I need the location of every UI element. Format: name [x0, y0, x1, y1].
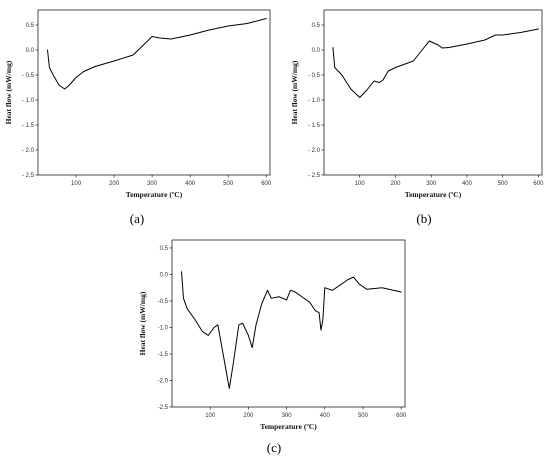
- x-tick-label-a: 300: [147, 181, 158, 187]
- y-axis-label-c: Heat flow (mW/mg): [138, 291, 147, 355]
- y-axis-label-b: Heat flow (mW/mg): [290, 60, 299, 124]
- x-tick-label-c: 500: [358, 413, 369, 419]
- x-tick-label-b: 100: [355, 181, 366, 187]
- x-tick-label-b: 500: [498, 181, 509, 187]
- x-tick-label-b: 400: [462, 181, 473, 187]
- y-tick-label-b: - 1.5: [308, 123, 321, 129]
- y-tick-label-a: - 2.0: [22, 148, 35, 154]
- x-tick-label-a: 400: [185, 181, 196, 187]
- x-tick-label-a: 200: [109, 181, 120, 187]
- panel-label-a: (a): [130, 211, 144, 226]
- y-tick-label-a: - 0.5: [22, 73, 35, 79]
- panel-a: 100 200 300 400 500 600 0.5 0.0 - 0.5 - 1.0 - 1.5 -…: [4, 9, 272, 226]
- y-tick-label-b: - 2.5: [308, 173, 321, 179]
- y-tick-label-b: 0.0: [312, 48, 321, 54]
- y-tick-label-a: 0.0: [26, 48, 35, 54]
- plot-frame-c: [171, 239, 406, 408]
- panel-label-c: (c): [267, 440, 281, 455]
- y-tick-label-a: - 2.5: [22, 173, 35, 179]
- x-tick-label-b: 300: [426, 181, 437, 187]
- x-tick-label-c: 200: [243, 413, 254, 419]
- y-tick-label-c: 0.5: [160, 246, 169, 252]
- x-tick-label-c: 100: [205, 413, 216, 419]
- x-tick-label-a: 500: [223, 181, 234, 187]
- x-tick-label-a: 600: [261, 181, 272, 187]
- y-tick-label-b: - 2.0: [308, 148, 321, 154]
- x-axis-label-a: Temperature (ºC): [126, 190, 183, 199]
- panel-label-b: (b): [416, 211, 431, 226]
- y-tick-label-b: 0.5: [312, 23, 321, 29]
- x-tick-label-a: 100: [71, 181, 82, 187]
- series-line-a: [47, 18, 267, 90]
- y-tick-label-a: 0.5: [26, 23, 35, 29]
- y-tick-label-b: - 0.5: [308, 73, 321, 79]
- y-tick-label-a: - 1.0: [22, 98, 35, 104]
- x-tick-label-b: 600: [533, 181, 544, 187]
- y-tick-label-b: - 1.0: [308, 98, 321, 104]
- series-line-b: [332, 28, 539, 98]
- panel-c: 100 200 300 400 500 600 0.5 0.0 -0.5 -1.0 -1.5 -2.0…: [138, 239, 407, 455]
- x-tick-label-c: 400: [320, 413, 331, 419]
- y-tick-label-c: -2.0: [158, 378, 169, 384]
- panel-b: 100 200 300 400 500 600 0.5 0.0 - 0.5 - 1.0 - 1.5 -…: [290, 9, 544, 226]
- series-line-c: [181, 271, 402, 389]
- x-axis-label-c: Temperature (ºC): [260, 422, 317, 431]
- x-axis-label-b: Temperature (ºC): [405, 190, 462, 199]
- x-tick-label-c: 300: [282, 413, 293, 419]
- y-tick-label-c: -1.5: [158, 352, 169, 358]
- x-tick-label-c: 600: [396, 413, 407, 419]
- y-tick-label-a: - 1.5: [22, 123, 35, 129]
- y-tick-label-c: -0.5: [158, 299, 169, 305]
- y-tick-label-c: -2.5: [158, 405, 169, 411]
- y-tick-label-c: 0.0: [160, 272, 169, 278]
- y-tick-label-c: -1.0: [158, 325, 169, 331]
- plot-frame-a: [37, 9, 271, 176]
- x-tick-label-b: 200: [390, 181, 401, 187]
- plot-frame-b: [323, 9, 543, 176]
- y-axis-label-a: Heat flow (mW/mg): [4, 60, 13, 124]
